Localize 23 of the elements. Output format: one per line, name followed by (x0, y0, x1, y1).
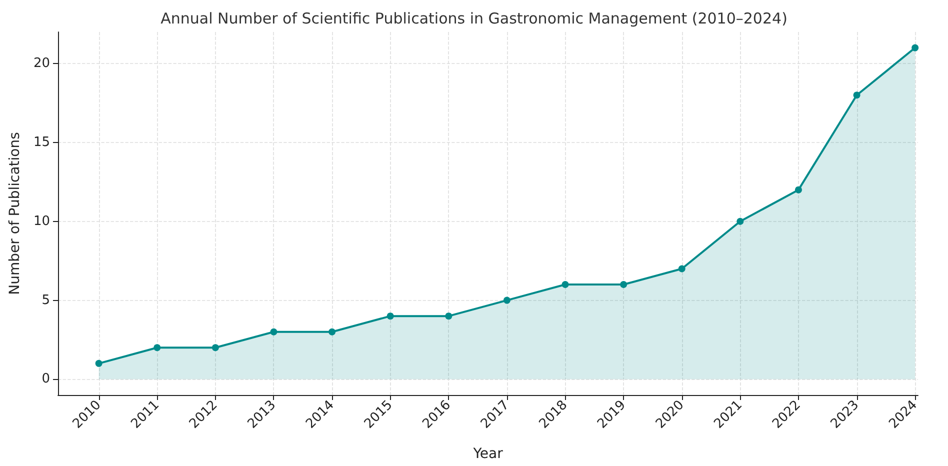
point (270, 328, 278, 336)
point (620, 281, 628, 288)
point (794, 186, 802, 194)
point (503, 296, 510, 304)
y-tick-label: 0 (42, 372, 50, 387)
y-tick-label: 15 (33, 134, 50, 150)
y-tick-label: 10 (33, 214, 50, 229)
point (212, 344, 219, 352)
point (736, 218, 744, 225)
point (853, 92, 860, 99)
y-tick-label: 20 (33, 56, 50, 72)
point (445, 312, 452, 320)
point (562, 281, 569, 288)
point (678, 265, 686, 272)
point (154, 344, 161, 352)
chart-title: Annual Number of Scientific Publications in Gastronomic Management (2010–2024) (160, 10, 788, 28)
x-axis-title: Year (472, 446, 504, 462)
point (328, 328, 336, 336)
point (912, 44, 919, 52)
point (386, 312, 394, 320)
point (95, 360, 102, 367)
y-axis-title: Number of Publications (7, 132, 23, 295)
y-tick-label: 5 (42, 292, 50, 308)
